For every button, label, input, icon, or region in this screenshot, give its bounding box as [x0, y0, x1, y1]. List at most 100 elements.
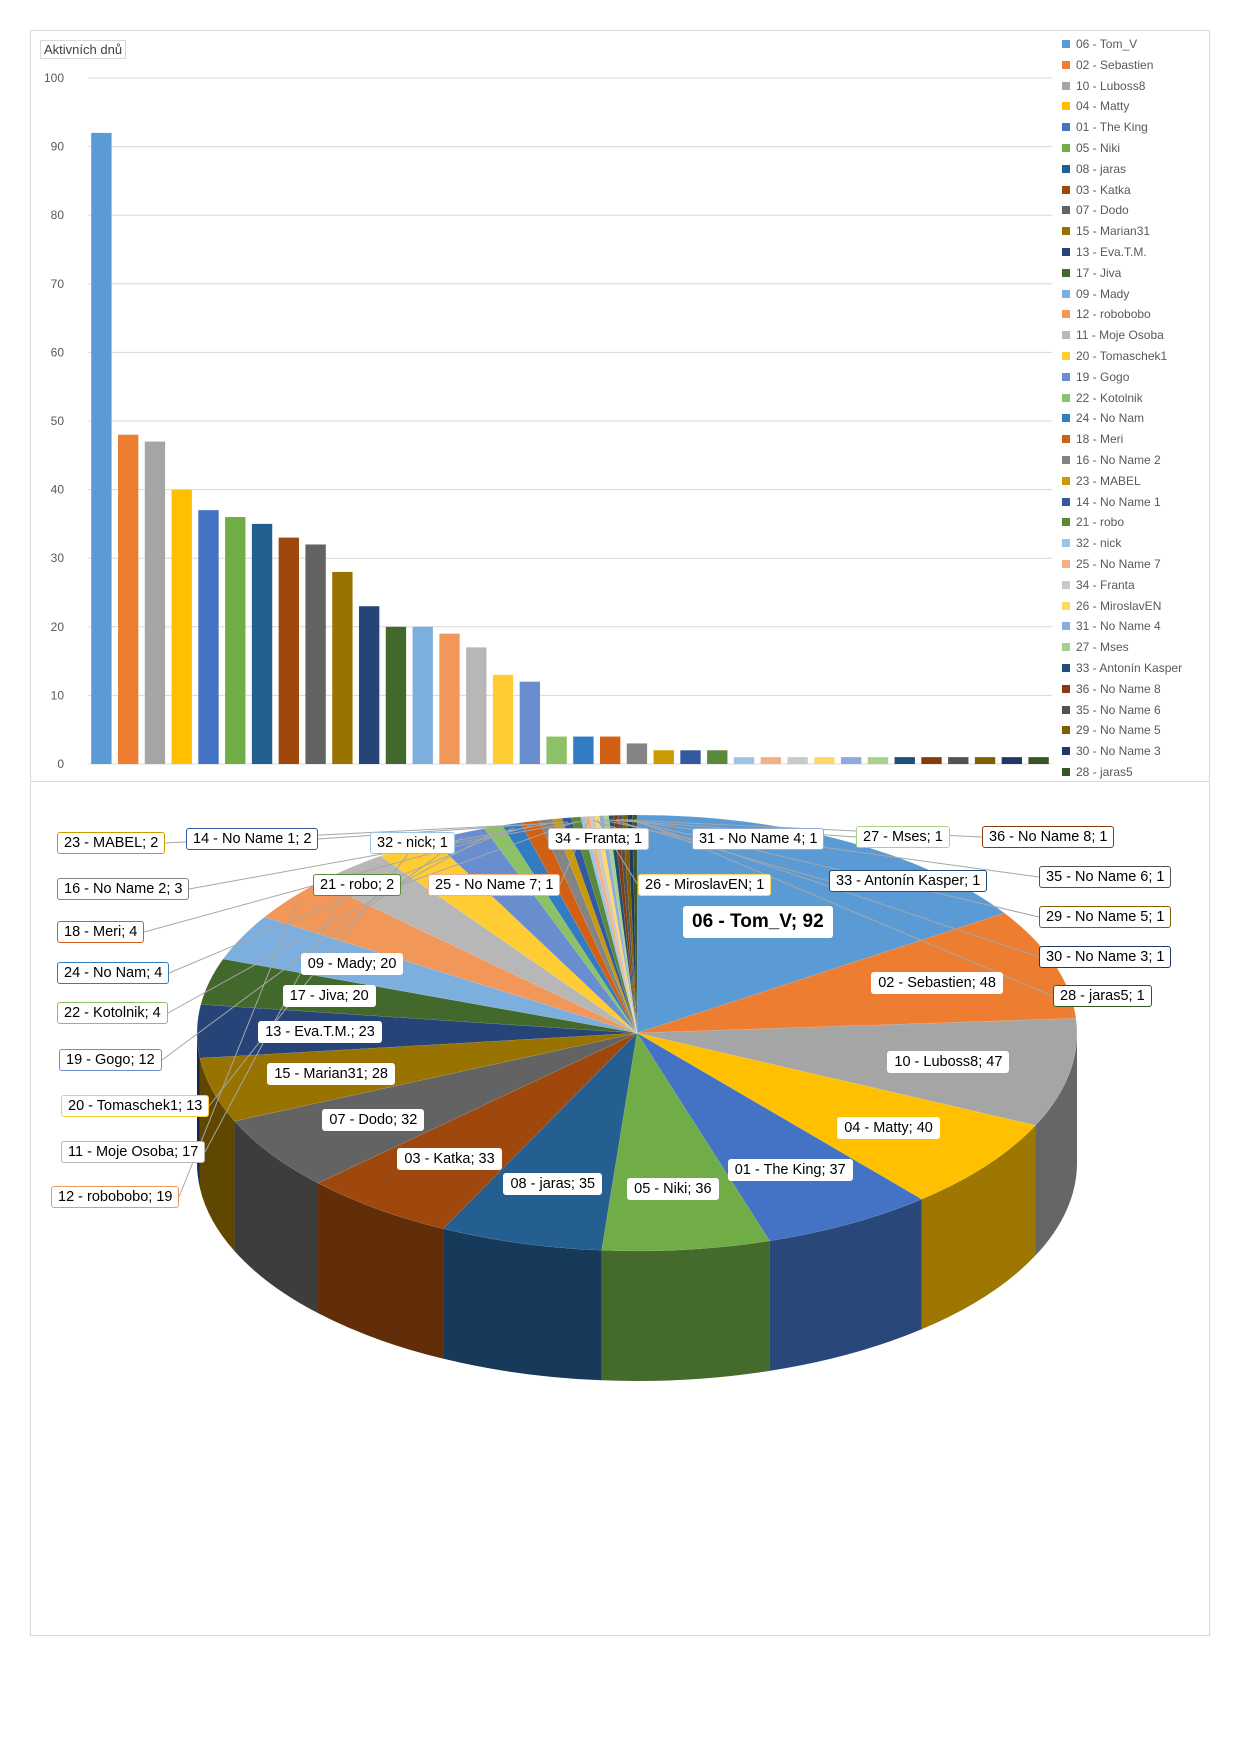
- leader-line: [168, 827, 514, 974]
- bar-30-no-name-3: [1001, 757, 1023, 764]
- legend-swatch: [1062, 40, 1070, 48]
- bar-06-tom-v: [91, 132, 112, 764]
- chart-divider: [30, 781, 1210, 782]
- pie-label-32-nick: 32 - nick; 1: [370, 832, 455, 854]
- leader-line: [161, 837, 462, 1061]
- legend-item: 29 - No Name 5: [1062, 722, 1161, 738]
- bar-03-katka: [278, 537, 300, 764]
- legend-swatch: [1062, 164, 1070, 173]
- legend-label: 25 - No Name 7: [1076, 557, 1161, 571]
- legend-item: 03 - Katka: [1062, 182, 1131, 198]
- pie-slice-32-nick: [580, 816, 638, 1034]
- bar-22-kotolnik: [546, 736, 567, 764]
- bar-15-marian31: [332, 571, 353, 764]
- bar-16-no-name-2: [626, 743, 648, 764]
- pie-side-05-niki: [601, 1240, 770, 1381]
- legend-item: 11 - Moje Osoba: [1062, 327, 1164, 343]
- legend-label: 35 - No Name 6: [1076, 702, 1161, 717]
- pie-label-33-anton-n-kasper: 33 - Antonín Kasper; 1: [829, 870, 988, 892]
- leader-line: [620, 819, 1040, 878]
- legend-item: 26 - MiroslavEN: [1062, 598, 1161, 614]
- legend-swatch: [1062, 726, 1070, 735]
- y-tick-label: 20: [51, 620, 65, 634]
- legend-swatch: [1062, 206, 1070, 215]
- legend-label: 11 - Moje Osoba: [1076, 328, 1164, 343]
- bar-25-no-name-7: [760, 757, 782, 764]
- y-tick-label: 40: [51, 483, 65, 497]
- legend-item: 07 - Dodo: [1062, 202, 1129, 218]
- bar-11-moje-osoba: [466, 647, 487, 764]
- legend-item: 06 - Tom_V: [1062, 36, 1137, 52]
- legend-item: 19 - Gogo: [1062, 369, 1129, 385]
- bar-12-robobobo: [439, 633, 460, 764]
- bar-28-jaras5: [1028, 757, 1049, 764]
- y-tick-label: 30: [51, 551, 65, 565]
- pie-label-07-dodo: 07 - Dodo; 32: [322, 1109, 425, 1132]
- pie-slice-31-no-name-4: [598, 815, 638, 1034]
- legend-item: 30 - No Name 3: [1062, 743, 1161, 759]
- bar-chart: 0 10 20 30 40 50 60 70 80 90 100: [44, 71, 1052, 771]
- pie-label-16-no-name-2: 16 - No Name 2; 3: [57, 878, 190, 900]
- legend-swatch: [1062, 414, 1070, 423]
- pie-slice-34-franta: [589, 815, 638, 1034]
- pie-slice-26-miroslaven: [594, 815, 638, 1034]
- y-tick-label: 80: [51, 208, 65, 222]
- legend-item: 25 - No Name 7: [1062, 556, 1161, 572]
- bar-36-no-name-8: [921, 757, 942, 764]
- legend-swatch: [1062, 497, 1070, 506]
- bar-33-anton-n-kasper: [894, 757, 915, 764]
- pie-side-10-luboss8: [1035, 1033, 1077, 1256]
- legend-label: 05 - Niki: [1076, 141, 1121, 155]
- legend-item: 35 - No Name 6: [1062, 702, 1161, 718]
- legend-item: 34 - Franta: [1062, 577, 1135, 593]
- legend-swatch: [1062, 684, 1070, 693]
- legend-swatch: [1062, 518, 1070, 527]
- pie-label-31-no-name-4: 31 - No Name 4; 1: [692, 828, 825, 850]
- pie-slice-36-no-name-8: [613, 814, 638, 1034]
- legend-item: 23 - MABEL: [1062, 473, 1141, 489]
- legend-label: 22 - Kotolnik: [1076, 390, 1143, 405]
- pie-label-08-jaras: 08 - jaras; 35: [503, 1173, 603, 1196]
- legend-swatch: [1062, 289, 1070, 298]
- pie-label-03-katka: 03 - Katka; 33: [397, 1148, 502, 1171]
- y-tick-label: 90: [51, 140, 65, 154]
- pie-label-01-the-king: 01 - The King; 37: [727, 1159, 853, 1182]
- leader-line: [188, 823, 548, 890]
- legend-item: 27 - Mses: [1062, 639, 1129, 655]
- bar-34-franta: [787, 757, 808, 764]
- legend-item: 08 - jaras: [1062, 161, 1126, 177]
- pie-label-27-mses: 27 - Mses; 1: [856, 826, 950, 848]
- legend-label: 06 - Tom_V: [1076, 37, 1138, 51]
- bar-14-no-name-1: [680, 750, 701, 764]
- bar-04-matty: [171, 489, 192, 764]
- pie-label-25-no-name-7: 25 - No Name 7; 1: [428, 874, 561, 896]
- pie-slice-33-anton-n-kasper: [608, 815, 638, 1034]
- legend-item: 04 - Matty: [1062, 98, 1129, 114]
- bar-26-miroslaven: [814, 757, 835, 764]
- legend-swatch: [1062, 81, 1070, 90]
- bar-18-meri: [599, 736, 621, 764]
- legend-swatch: [1062, 60, 1070, 69]
- legend-swatch: [1062, 372, 1070, 381]
- y-tick-label: 60: [51, 345, 65, 359]
- bar-07-dodo: [305, 544, 326, 764]
- leader-line: [317, 821, 568, 840]
- bar-02-sebastien: [117, 434, 139, 764]
- y-tick-label: 100: [44, 71, 64, 85]
- pie-label-21-robo: 21 - robo; 2: [313, 874, 402, 896]
- pie-label-10-luboss8: 10 - Luboss8; 47: [887, 1050, 1010, 1073]
- leader-line: [167, 830, 497, 1014]
- bar-08-jaras: [251, 523, 273, 764]
- legend-swatch: [1062, 622, 1070, 631]
- legend-swatch: [1062, 768, 1070, 776]
- pie-side-04-matty: [921, 1125, 1036, 1330]
- pie-slice-21-robo: [570, 816, 638, 1034]
- legend-swatch: [1062, 539, 1070, 548]
- bar-05-niki: [225, 517, 246, 764]
- y-axis-title: Aktivních dnů: [40, 40, 127, 59]
- bar-21-robo: [707, 750, 728, 764]
- legend-label: 03 - Katka: [1076, 182, 1131, 197]
- legend-label: 27 - Mses: [1076, 640, 1129, 655]
- pie-label-30-no-name-3: 30 - No Name 3; 1: [1039, 946, 1172, 968]
